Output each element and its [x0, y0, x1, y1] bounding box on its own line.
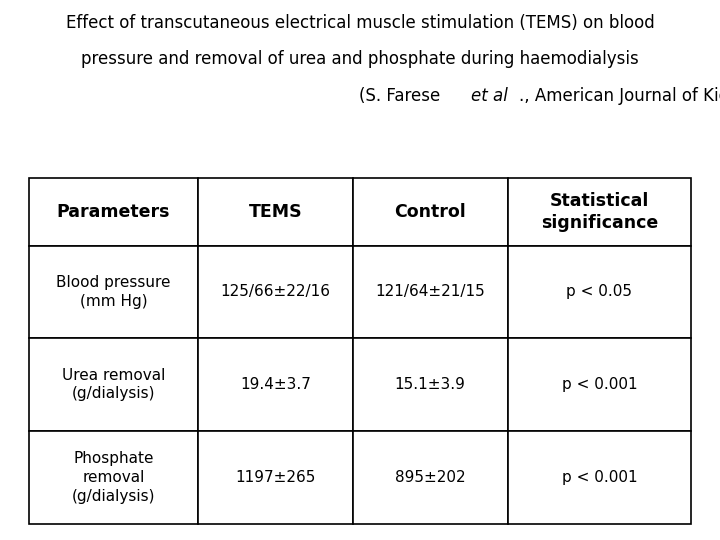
Bar — [198, 178, 353, 246]
Text: 19.4±3.7: 19.4±3.7 — [240, 377, 311, 392]
Bar — [508, 246, 691, 339]
Text: p < 0.05: p < 0.05 — [567, 285, 632, 300]
Bar — [353, 178, 508, 246]
Bar — [198, 246, 353, 339]
Text: 1197±265: 1197±265 — [235, 470, 315, 485]
Text: Urea removal
(g/dialysis): Urea removal (g/dialysis) — [62, 368, 165, 402]
Bar — [353, 339, 508, 431]
Bar — [29, 178, 198, 246]
Text: (S. Farese: (S. Farese — [359, 87, 446, 105]
Text: p < 0.001: p < 0.001 — [562, 377, 637, 392]
Text: et al: et al — [471, 87, 508, 105]
Text: Effect of transcutaneous electrical muscle stimulation (TEMS) on blood: Effect of transcutaneous electrical musc… — [66, 14, 654, 31]
Text: 121/64±21/15: 121/64±21/15 — [375, 285, 485, 300]
Bar — [198, 431, 353, 524]
Bar — [508, 431, 691, 524]
Text: Statistical
significance: Statistical significance — [541, 192, 658, 232]
Text: Parameters: Parameters — [57, 203, 170, 221]
Text: 125/66±22/16: 125/66±22/16 — [220, 285, 330, 300]
Bar — [353, 246, 508, 339]
Text: 895±202: 895±202 — [395, 470, 466, 485]
Bar — [198, 339, 353, 431]
Bar — [508, 339, 691, 431]
Bar — [508, 178, 691, 246]
Bar — [353, 431, 508, 524]
Text: Blood pressure
(mm Hg): Blood pressure (mm Hg) — [56, 275, 171, 309]
Text: p < 0.001: p < 0.001 — [562, 470, 637, 485]
Text: 15.1±3.9: 15.1±3.9 — [395, 377, 466, 392]
Text: pressure and removal of urea and phosphate during haemodialysis: pressure and removal of urea and phospha… — [81, 50, 639, 68]
Bar — [29, 246, 198, 339]
Text: Control: Control — [395, 203, 466, 221]
Bar — [29, 431, 198, 524]
Text: Phosphate
removal
(g/dialysis): Phosphate removal (g/dialysis) — [72, 451, 155, 503]
Text: TEMS: TEMS — [248, 203, 302, 221]
Text: ., American Journal of Kidney Disease, 2008): ., American Journal of Kidney Disease, 2… — [518, 87, 720, 105]
Bar — [29, 339, 198, 431]
